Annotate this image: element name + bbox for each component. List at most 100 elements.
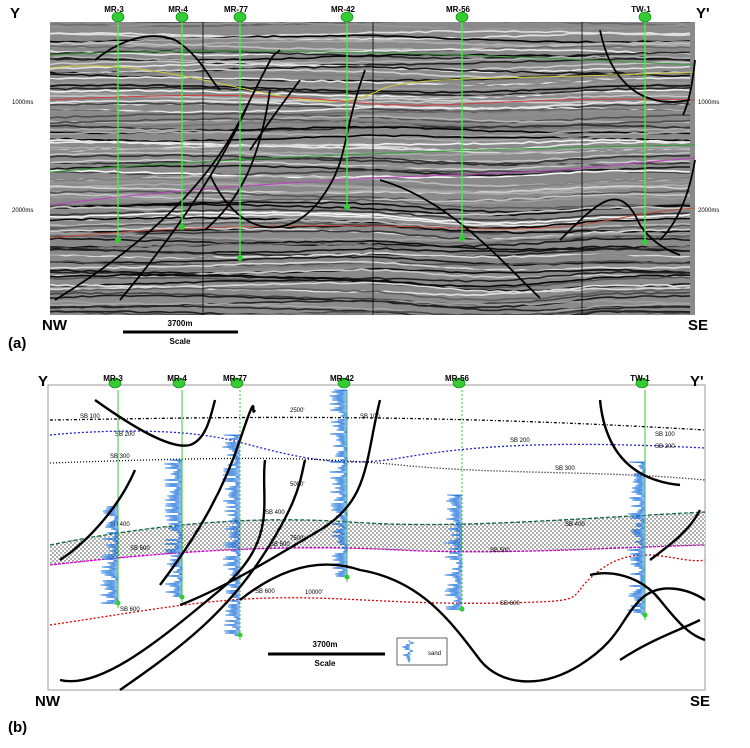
sequence-boundary-label: SB 600 <box>255 589 275 595</box>
horizon <box>49 554 706 626</box>
seismic-reflector <box>50 232 691 242</box>
fault <box>599 29 691 103</box>
seismic-reflector <box>50 99 691 111</box>
sequence-boundary-label: SB 400 <box>565 522 585 528</box>
seismic-reflector <box>50 153 691 166</box>
seismic-reflector <box>50 273 691 288</box>
seismic-reflector <box>50 31 691 41</box>
scale-length: 3700m <box>168 319 193 328</box>
fault <box>619 618 701 661</box>
well-bottom <box>115 237 121 243</box>
sequence-boundary-label: SB 600 <box>120 607 140 613</box>
left-end: Y <box>10 5 20 22</box>
seismic-reflector <box>50 195 690 205</box>
fault <box>94 35 221 91</box>
sequence-boundary-label: SB 600 <box>500 601 520 607</box>
sequence-boundary-label: SB 100 <box>360 414 380 420</box>
well-label: TW-1 <box>631 5 651 14</box>
left-direction: NW <box>42 317 68 334</box>
well-label: MR-77 <box>224 5 249 14</box>
well-label: MR-4 <box>167 374 187 383</box>
sequence-boundary-label: SB 500 <box>490 548 510 554</box>
fault <box>159 404 257 586</box>
seismic-reflector <box>50 179 691 193</box>
fault <box>59 459 267 683</box>
horizon <box>49 144 696 173</box>
horizon <box>49 157 696 206</box>
seismic-reflector <box>50 88 691 100</box>
seismic-reflector <box>50 75 691 87</box>
well-label: MR-4 <box>168 5 188 14</box>
well-label: TW-1 <box>630 374 650 383</box>
seismic-reflector <box>50 177 690 190</box>
horizon <box>49 65 696 102</box>
well-bottom <box>179 594 185 600</box>
well-marker <box>452 377 466 389</box>
seismic-reflector <box>50 162 691 171</box>
fault <box>379 179 541 299</box>
right-end: Y' <box>696 5 710 22</box>
well-marker <box>230 377 244 389</box>
fault <box>598 399 681 487</box>
fault <box>54 49 281 301</box>
fault <box>559 198 681 256</box>
horizon <box>49 94 696 106</box>
seismic-reflector <box>50 81 690 91</box>
well-bottom <box>459 235 465 241</box>
horizon <box>49 457 706 481</box>
scale-label: Scale <box>315 659 336 668</box>
well-bottom <box>237 632 243 638</box>
well-label: MR-3 <box>104 5 124 14</box>
well-marker <box>172 377 186 389</box>
gamma-ray-log <box>100 504 120 605</box>
legend-log <box>402 640 415 663</box>
gamma-ray-log <box>222 434 242 637</box>
well-marker <box>337 377 351 389</box>
seismic-reflector <box>50 83 691 94</box>
sequence-boundary-label: SB 400 <box>265 510 285 516</box>
gamma-ray-log <box>444 494 464 611</box>
depth-label: 5000' <box>290 482 305 488</box>
sequence-boundary-label: SB 200 <box>510 438 530 444</box>
gamma-ray-log <box>329 389 349 578</box>
horizon <box>49 430 706 463</box>
seismic-reflector <box>50 86 691 97</box>
well-bottom <box>642 239 648 245</box>
sequence-boundary-label: SB 300 <box>110 454 130 460</box>
time-label: 1000ms <box>698 100 719 106</box>
sequence-boundary-label: SB 500 <box>130 546 150 552</box>
seismic-reflector <box>50 22 691 28</box>
seismic-reflector <box>50 55 691 65</box>
legend-box <box>396 637 448 666</box>
well-marker <box>340 11 354 23</box>
seismic-reflector <box>50 78 691 88</box>
well-bottom <box>459 606 465 612</box>
fault <box>59 469 137 561</box>
time-label: 2000ms <box>12 208 33 214</box>
seismic-reflector <box>50 22 691 31</box>
seismic-reflector <box>50 205 691 216</box>
seismic-reflector <box>50 112 690 124</box>
seismic-reflector <box>50 309 691 315</box>
fault <box>119 99 251 301</box>
well-marker <box>111 11 125 23</box>
seismic-reflector <box>50 185 691 195</box>
fault <box>659 159 696 241</box>
seismic-reflector <box>50 252 691 264</box>
well-label: MR-3 <box>103 374 123 383</box>
fault <box>649 509 702 561</box>
well-marker <box>175 11 189 23</box>
seismic-reflector <box>50 135 691 145</box>
right-direction: SE <box>688 317 708 334</box>
horizon <box>49 511 706 546</box>
panel-label: (a) <box>8 335 26 352</box>
horizon <box>49 50 696 66</box>
depth-label: 7500' <box>290 536 305 542</box>
seismic-reflector <box>50 310 691 315</box>
gamma-ray-log <box>627 461 647 616</box>
horizon <box>49 544 706 566</box>
seismic-reflector <box>50 45 691 54</box>
seismic-reflector <box>50 148 691 160</box>
well-marker <box>455 11 469 23</box>
panel-label: (b) <box>8 719 27 736</box>
